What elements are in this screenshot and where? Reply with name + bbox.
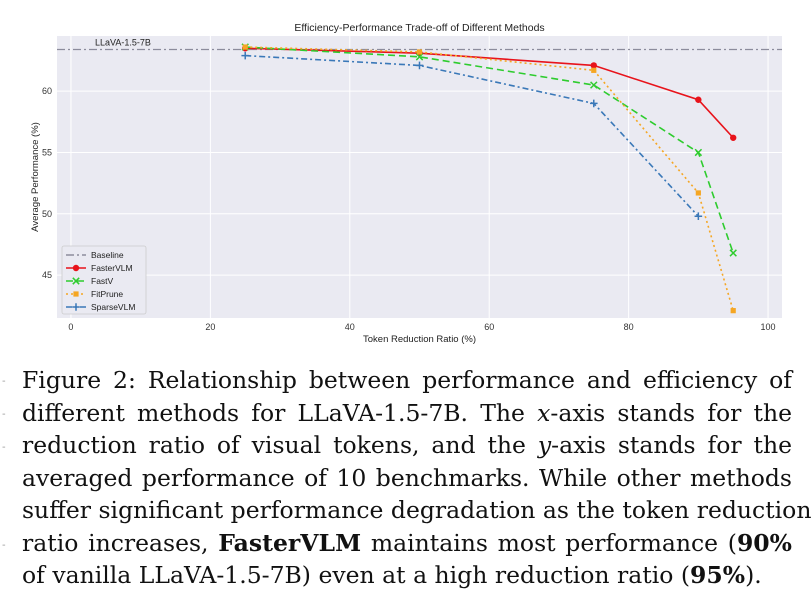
legend-label: SparseVLM [91,302,135,312]
chart: 0 20 40 60 80 100 45 50 55 60 Efficiency-Performan… [30,22,782,345]
data-point-fitprune [242,44,248,50]
series-line-sparsevlm [245,54,699,217]
margin-mark: - [2,409,6,420]
caption-text: reduction ratio of visual tokens, and th… [22,431,538,459]
legend-marker [72,303,80,311]
data-point-fastv [590,81,598,89]
caption-text: Figure 2: Relationship between performan… [22,366,792,394]
caption-bold: FasterVLM [218,528,362,557]
y-tick-label: 50 [42,209,52,219]
caption-bold: 95% [690,561,746,589]
x-tick-label: 20 [205,322,215,332]
data-point-fastv [694,148,703,157]
caption-line-1: Figure 2: Relationship between performan… [22,364,792,397]
caption-math-x: x [537,398,551,427]
data-point-fastv [415,53,424,61]
x-tick-label: 40 [345,322,355,332]
caption-line-3: reduction ratio of visual tokens, and th… [22,429,792,462]
data-point-sparsevlm [589,99,598,108]
baseline-label: LLaVA-1.5-7B [95,37,151,47]
caption-line-4: averaged performance of 10 benchmarks. W… [22,462,792,495]
margin-mark: - [2,540,6,551]
data-point-fitprune [730,308,736,314]
plot-area [57,36,782,318]
data-point-fastv [729,249,737,257]
caption-text: -axis stands for the [551,431,792,459]
caption-line-7: of vanilla LLaVA-1.5-7B) even at a high … [22,559,792,592]
caption-text: suffer significant performance degradati… [22,496,812,524]
legend-marker [72,264,80,272]
data-point-fastervlm [730,134,737,141]
x-tick-label: 80 [624,322,634,332]
caption-line-6: ratio increases, FasterVLM maintains mos… [22,527,792,560]
x-tick-label: 60 [484,322,494,332]
caption-math-y: y [537,431,552,459]
caption-text: ratio increases, [22,528,219,557]
x-tick-label: 100 [761,322,776,332]
y-tick-label: 60 [42,86,52,96]
legend-label: FitPrune [91,289,123,299]
data-point-fastervlm [695,96,702,103]
x-tick-label: 0 [68,322,73,332]
caption-bold: 90% [736,528,792,557]
series-line-fitprune [245,46,734,311]
legend-label: FasterVLM [91,263,133,273]
chart-title: Efficiency-Performance Trade-off of Diff… [294,22,544,34]
margin-mark: - [2,376,6,387]
data-point-fitprune [591,67,597,73]
data-point-sparsevlm [694,212,703,221]
data-point-fitprune [416,49,423,55]
caption-line-5: suffer significant performance degradati… [22,494,811,527]
caption-text: -axis stands for the [550,398,793,427]
legend-label: Baseline [91,250,124,260]
legend-marker [73,291,79,297]
data-point-sparsevlm [415,61,424,70]
y-tick-label: 55 [42,147,52,157]
caption-text: maintains most performance ( [361,528,737,557]
data-point-fitprune [695,190,701,196]
legend-label: FastV [91,276,114,286]
y-axis-label: Average Performance (%) [30,122,41,232]
data-point-fastervlm [590,62,597,69]
series-line-fastv [245,46,734,254]
data-point-sparsevlm [241,51,250,60]
caption-text: of vanilla LLaVA-1.5-7B) even at a high … [22,561,691,589]
caption-text: different methods for LLaVA-1.5-7B. The [22,398,538,427]
caption-line-2: different methods for LLaVA-1.5-7B. The … [22,397,792,430]
caption-text: ). [745,561,762,589]
y-tick-label: 45 [42,270,52,280]
figure-caption: Figure 2: Relationship between performan… [22,364,811,592]
caption-text: averaged performance of 10 benchmarks. W… [22,463,792,492]
legend-box [61,245,147,315]
margin-mark: - [2,442,6,453]
x-axis-label: Token Reduction Ratio (%) [363,334,476,345]
legend-marker [72,277,80,285]
